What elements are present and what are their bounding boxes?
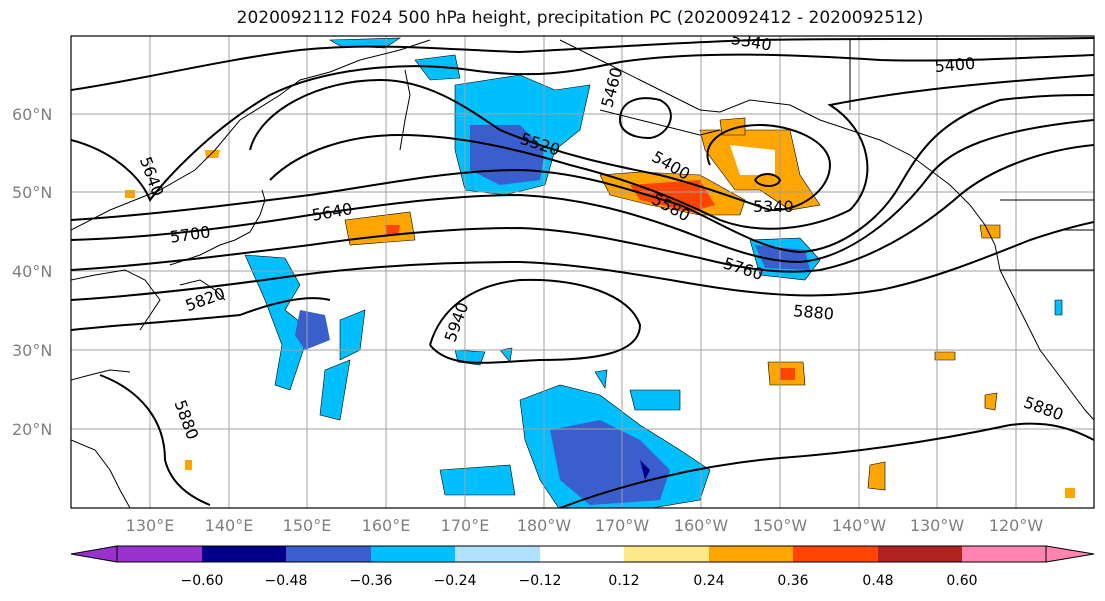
lat-labels: 60°N 50°N 40°N 30°N 20°N xyxy=(12,105,52,439)
lon-label: 140°E xyxy=(205,516,254,535)
colorbar-tick-label: −0.12 xyxy=(519,573,562,589)
map-frame xyxy=(70,35,1095,509)
colorbar-segment xyxy=(117,546,202,562)
colorbar-segment xyxy=(709,546,793,562)
colorbar-tick-label: 0.36 xyxy=(777,573,808,589)
height-contours xyxy=(71,37,1094,508)
colorbar-tick-label: 0.60 xyxy=(946,573,977,589)
lon-label: 170°E xyxy=(441,516,490,535)
lon-label: 150°W xyxy=(753,516,808,535)
colorbar-tick-label: −0.24 xyxy=(434,573,477,589)
chart-title: 2020092112 F024 500 hPa height, precipit… xyxy=(236,8,924,28)
contour-label: 5340 xyxy=(753,197,794,216)
colorbar-tick-label: 0.12 xyxy=(608,573,639,589)
colorbar: −0.60 −0.48 −0.36 −0.24 −0.12 0.12 0.24 … xyxy=(70,545,1095,589)
lat-label: 40°N xyxy=(12,262,52,281)
lat-label: 20°N xyxy=(12,420,52,439)
lon-label: 130°W xyxy=(910,516,965,535)
colorbar-labels: −0.60 −0.48 −0.36 −0.24 −0.12 0.12 0.24 … xyxy=(181,573,978,589)
colorbar-segments xyxy=(70,545,1095,563)
lat-label: 60°N xyxy=(12,105,52,124)
contour-label: 5880 xyxy=(792,301,834,323)
colorbar-segment xyxy=(793,546,878,562)
precip-positive-areas xyxy=(125,117,1075,498)
lat-label: 30°N xyxy=(12,341,52,360)
colorbar-tick-label: 0.24 xyxy=(693,573,724,589)
colorbar-tick-label: 0.48 xyxy=(862,573,893,589)
colorbar-segment xyxy=(878,546,962,562)
colorbar-segment xyxy=(624,546,709,562)
colorbar-segment xyxy=(455,546,540,562)
colorbar-extend-min xyxy=(70,545,118,563)
graticule xyxy=(71,36,1094,508)
lon-label: 160°E xyxy=(362,516,411,535)
colorbar-segment xyxy=(540,546,624,562)
lon-label: 140°W xyxy=(832,516,887,535)
lon-label: 150°E xyxy=(283,516,332,535)
colorbar-segment xyxy=(202,546,286,562)
lon-label: 180°W xyxy=(517,516,572,535)
colorbar-tick-label: −0.36 xyxy=(350,573,393,589)
contour-label: 5400 xyxy=(934,54,976,76)
lon-label: 120°W xyxy=(989,516,1044,535)
colorbar-frame xyxy=(116,545,1047,563)
lon-label: 170°W xyxy=(595,516,650,535)
lon-label: 130°E xyxy=(126,516,175,535)
lon-labels: 130°E 140°E 150°E 160°E 170°E 180°W 170°… xyxy=(126,516,1044,535)
colorbar-extend-max xyxy=(1045,545,1095,563)
colorbar-segment xyxy=(371,546,455,562)
colorbar-segment xyxy=(962,546,1046,562)
colorbar-segment xyxy=(286,546,371,562)
colorbar-tick-label: −0.48 xyxy=(265,573,308,589)
lat-label: 50°N xyxy=(12,183,52,202)
lon-label: 160°W xyxy=(674,516,729,535)
colorbar-tick-label: −0.60 xyxy=(181,573,224,589)
